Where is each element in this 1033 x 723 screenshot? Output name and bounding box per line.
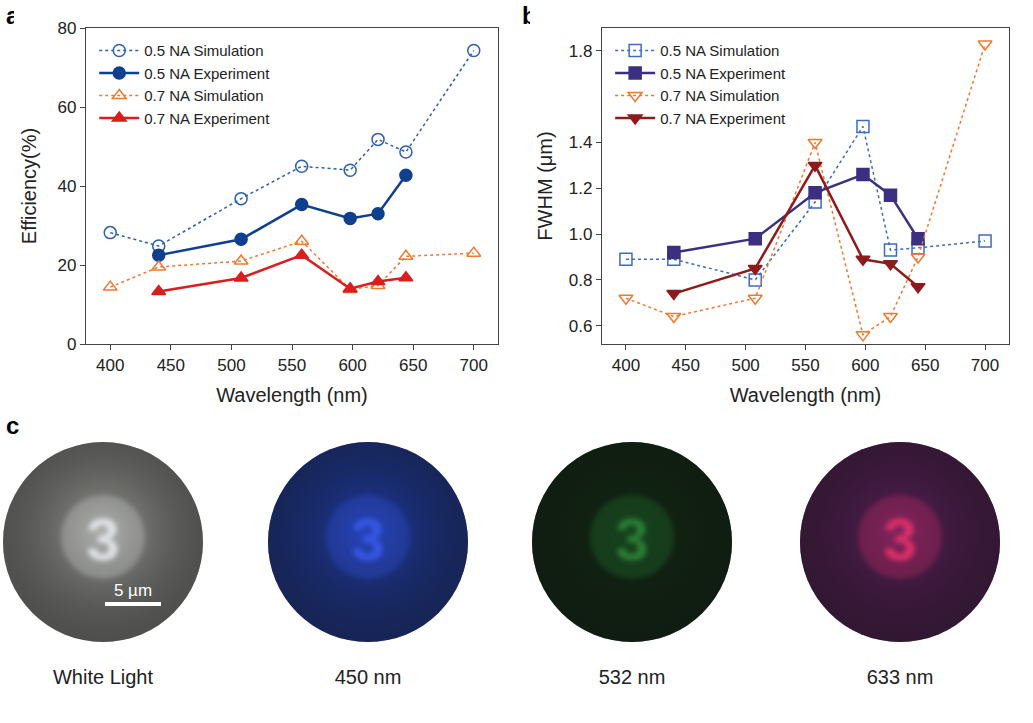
svg-text:700: 700	[460, 356, 488, 375]
html-text:a: a	[6, 2, 20, 29]
svg-text:532 nm: 532 nm	[599, 666, 666, 688]
svg-text:3: 3	[883, 506, 916, 573]
svg-text:450 nm: 450 nm	[335, 666, 402, 688]
svg-text:1.4: 1.4	[569, 133, 593, 152]
svg-text:Wavelength (nm): Wavelength (nm)	[730, 384, 882, 406]
svg-text:5 µm: 5 µm	[114, 581, 152, 600]
svg-text:450: 450	[672, 356, 700, 375]
svg-text:1.0: 1.0	[569, 225, 593, 244]
svg-text:Efficiency(%): Efficiency(%)	[18, 128, 40, 244]
svg-text:500: 500	[731, 356, 759, 375]
svg-text:0.8: 0.8	[569, 271, 593, 290]
svg-text:0.7 NA Experiment: 0.7 NA Experiment	[660, 110, 786, 127]
svg-text:450: 450	[157, 356, 185, 375]
svg-text:0.5 NA Experiment: 0.5 NA Experiment	[660, 65, 786, 82]
svg-text:3: 3	[351, 506, 384, 573]
svg-text:0.6: 0.6	[569, 317, 593, 336]
svg-text:700: 700	[971, 356, 999, 375]
svg-text:60: 60	[57, 98, 76, 117]
svg-text:80: 80	[57, 19, 76, 38]
svg-text:FWHM (μm): FWHM (μm)	[534, 131, 556, 240]
svg-text:Wavelength (nm): Wavelength (nm)	[216, 384, 368, 406]
svg-text:40: 40	[57, 177, 76, 196]
html-text:c: c	[6, 412, 20, 439]
svg-text:0.7 NA Experiment: 0.7 NA Experiment	[144, 110, 270, 127]
svg-text:400: 400	[612, 356, 640, 375]
svg-text:0: 0	[67, 335, 76, 354]
svg-text:20: 20	[57, 256, 76, 275]
svg-text:400: 400	[96, 356, 124, 375]
svg-text:633 nm: 633 nm	[867, 666, 934, 688]
svg-text:White Light: White Light	[53, 666, 153, 688]
svg-text:0.5 NA Experiment: 0.5 NA Experiment	[144, 65, 270, 82]
svg-text:3: 3	[615, 506, 648, 573]
svg-text:550: 550	[791, 356, 819, 375]
html-text:b: b	[522, 2, 537, 29]
svg-text:1.8: 1.8	[569, 42, 593, 61]
svg-text:1.2: 1.2	[569, 179, 593, 198]
svg-text:0.7 NA Simulation: 0.7 NA Simulation	[144, 87, 263, 104]
svg-text:600: 600	[851, 356, 879, 375]
svg-text:0.7 NA Simulation: 0.7 NA Simulation	[660, 87, 779, 104]
svg-text:650: 650	[911, 356, 939, 375]
svg-text:0.5 NA Simulation: 0.5 NA Simulation	[660, 42, 779, 59]
svg-text:650: 650	[399, 356, 427, 375]
svg-text:3: 3	[86, 506, 119, 573]
svg-text:500: 500	[217, 356, 245, 375]
svg-text:550: 550	[278, 356, 306, 375]
svg-text:600: 600	[338, 356, 366, 375]
svg-text:0.5 NA Simulation: 0.5 NA Simulation	[144, 42, 263, 59]
